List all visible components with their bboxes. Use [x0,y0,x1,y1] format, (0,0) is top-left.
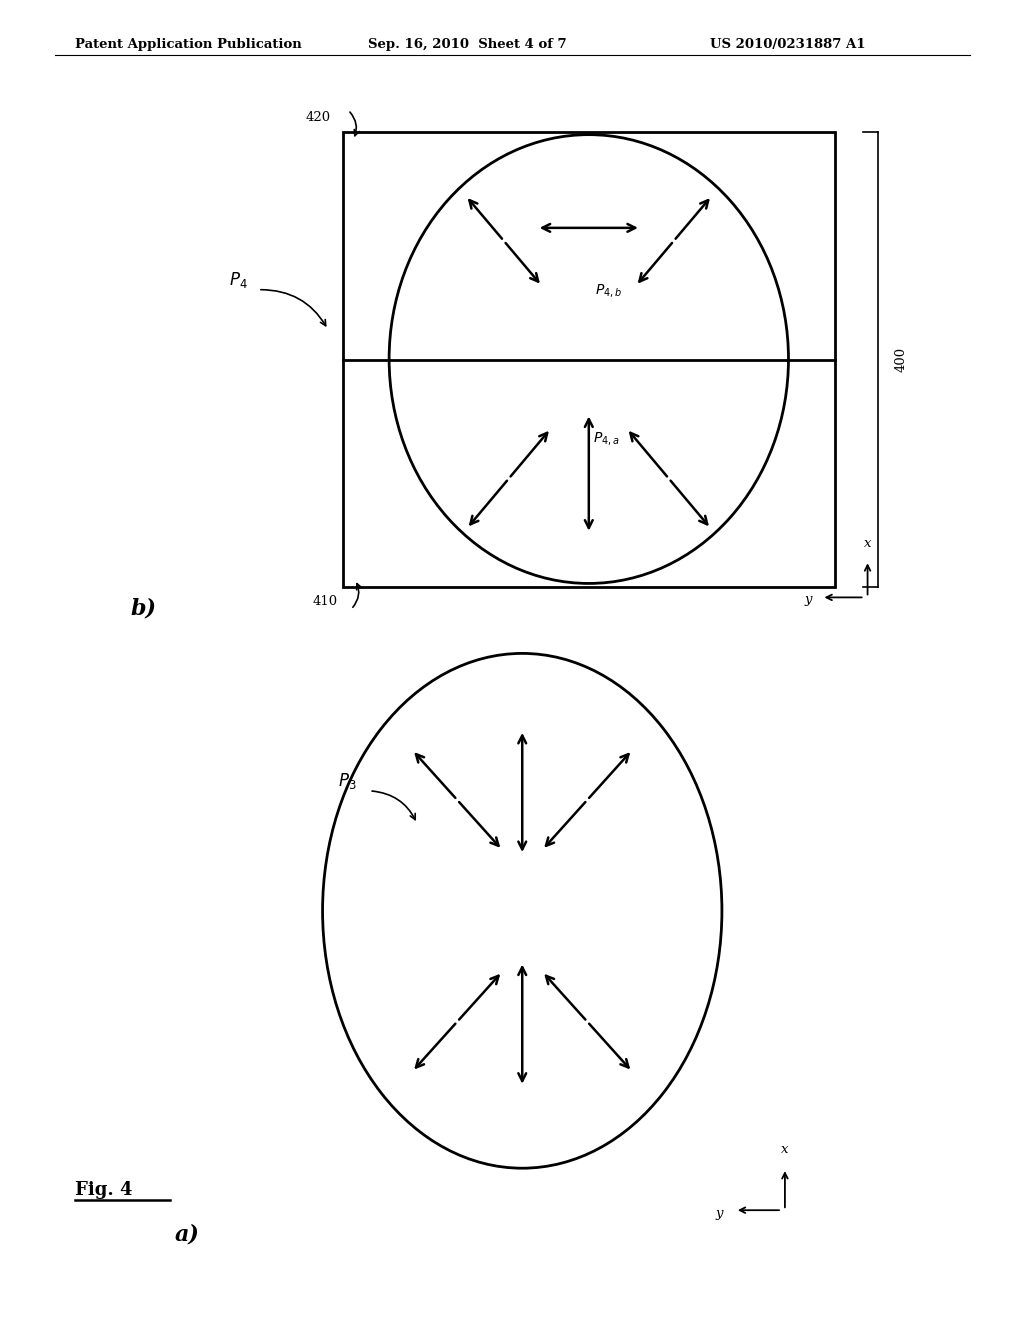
Text: US 2010/0231887 A1: US 2010/0231887 A1 [710,38,865,51]
Text: $P_{4,b}$: $P_{4,b}$ [595,282,623,300]
Text: 410: 410 [313,595,338,609]
Text: Sep. 16, 2010  Sheet 4 of 7: Sep. 16, 2010 Sheet 4 of 7 [368,38,566,51]
Text: 420: 420 [306,111,331,124]
Text: b): b) [130,598,156,619]
Text: y: y [804,593,812,606]
Text: $P_{4,a}$: $P_{4,a}$ [593,430,621,447]
Text: Fig. 4: Fig. 4 [75,1181,132,1199]
Text: $P_3$: $P_3$ [338,771,356,791]
Text: y: y [716,1206,723,1220]
Text: 400: 400 [895,347,907,372]
Text: Patent Application Publication: Patent Application Publication [75,38,302,51]
Text: $P_4$: $P_4$ [228,269,248,289]
Text: a): a) [175,1224,200,1245]
Bar [343,132,835,587]
Text: x: x [781,1143,788,1156]
Text: x: x [864,537,871,550]
